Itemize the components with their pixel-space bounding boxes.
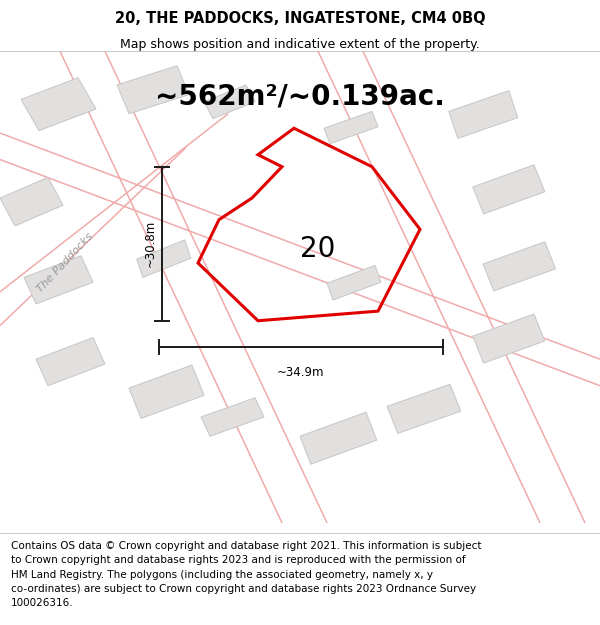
Polygon shape [327,266,381,300]
Polygon shape [300,412,377,464]
Text: 20, THE PADDOCKS, INGATESTONE, CM4 0BQ: 20, THE PADDOCKS, INGATESTONE, CM4 0BQ [115,11,485,26]
Polygon shape [36,338,105,386]
Text: Contains OS data © Crown copyright and database right 2021. This information is : Contains OS data © Crown copyright and d… [11,541,481,608]
Polygon shape [21,78,96,131]
Polygon shape [473,165,545,214]
Text: Map shows position and indicative extent of the property.: Map shows position and indicative extent… [120,38,480,51]
Text: ~30.8m: ~30.8m [143,220,157,268]
Polygon shape [201,398,264,436]
Polygon shape [24,256,93,304]
Polygon shape [387,384,461,433]
Polygon shape [129,365,204,419]
Polygon shape [483,242,556,291]
Text: ~34.9m: ~34.9m [277,366,325,379]
Polygon shape [0,177,63,226]
Text: The Paddocks: The Paddocks [35,231,95,294]
Polygon shape [204,85,255,119]
Text: 20: 20 [301,234,335,262]
Polygon shape [117,66,189,114]
Polygon shape [449,91,518,138]
Polygon shape [137,240,191,278]
Polygon shape [324,111,378,144]
Polygon shape [473,314,545,363]
Text: ~562m²/~0.139ac.: ~562m²/~0.139ac. [155,83,445,111]
